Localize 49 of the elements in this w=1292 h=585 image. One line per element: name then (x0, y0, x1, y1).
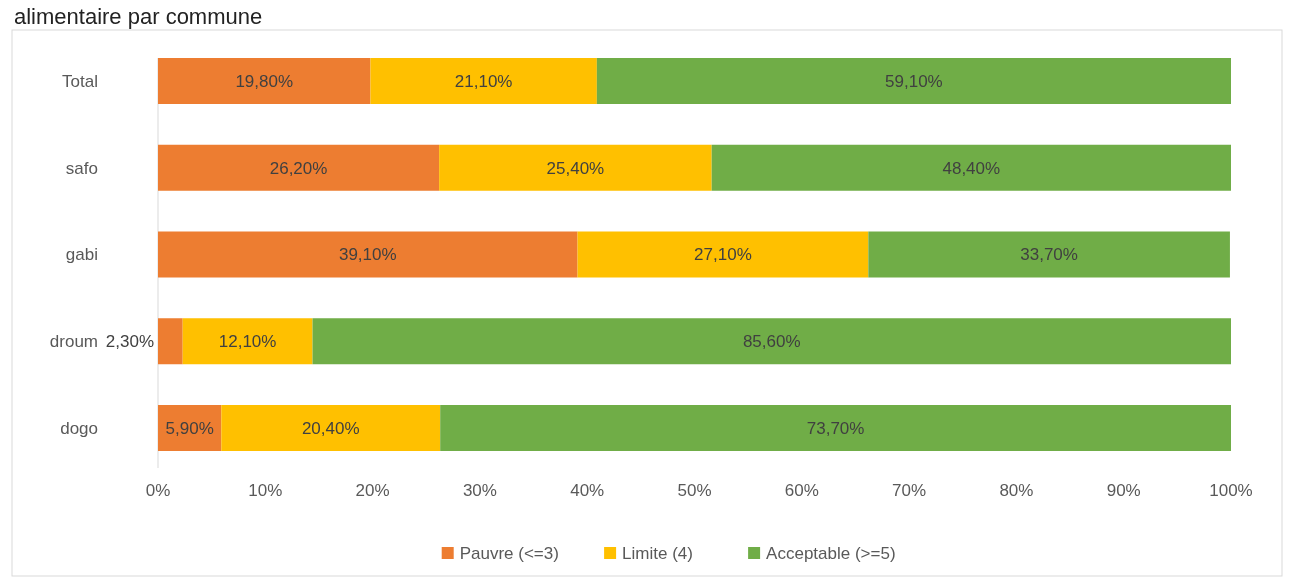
data-label: 73,70% (806, 418, 865, 438)
data-label: 25,40% (546, 158, 605, 178)
bar (596, 58, 1231, 104)
x-tick-label: 0% (145, 481, 171, 500)
chart-title: alimentaire par commune (14, 4, 263, 29)
y-tick-label: gabi (65, 245, 98, 265)
y-tick-label: Total (62, 71, 98, 91)
bar (370, 58, 597, 104)
bar (439, 144, 712, 191)
bar (158, 318, 183, 365)
data-label: 85,60% (742, 332, 801, 352)
data-label: 33,70% (1020, 245, 1078, 265)
data-label: 2,30% (105, 332, 154, 352)
bar (868, 231, 1230, 278)
data-label: 39,10% (338, 245, 397, 265)
x-tick-label: 50% (677, 481, 712, 500)
x-tick-label: 20% (355, 481, 390, 500)
data-label: 19,80% (235, 71, 294, 91)
bar (158, 144, 440, 191)
data-label: 20,40% (301, 418, 360, 438)
bar (711, 144, 1231, 191)
data-label: 12,10% (218, 332, 277, 352)
x-tick-label: 70% (892, 481, 927, 500)
x-tick-label: 80% (999, 481, 1034, 500)
bar (221, 405, 441, 451)
x-tick-label: 90% (1106, 481, 1141, 500)
y-tick-label: droum (49, 332, 98, 352)
bar (312, 318, 1231, 365)
data-label: 48,40% (942, 158, 1001, 178)
bar (577, 231, 869, 278)
x-tick-label: 60% (784, 481, 819, 500)
data-label: 27,10% (694, 245, 752, 265)
legend-label: Limite (4) (622, 543, 693, 563)
data-label: 26,20% (269, 158, 328, 178)
x-tick-label: 40% (570, 481, 605, 500)
x-tick-label: 100% (1209, 481, 1253, 500)
data-label: 21,10% (454, 71, 513, 91)
y-tick-label: dogo (60, 418, 98, 438)
bar (440, 405, 1231, 451)
bar (182, 318, 313, 365)
data-label: 59,10% (885, 71, 943, 91)
x-tick-label: 10% (248, 481, 283, 500)
bar (158, 58, 371, 104)
bar (158, 231, 578, 278)
legend-label: Pauvre (<=3) (459, 543, 559, 563)
legend-label: Acceptable (>=5) (766, 543, 896, 563)
y-tick-label: safo (65, 158, 98, 178)
x-tick-label: 30% (462, 481, 497, 500)
data-label: 5,90% (165, 418, 214, 438)
